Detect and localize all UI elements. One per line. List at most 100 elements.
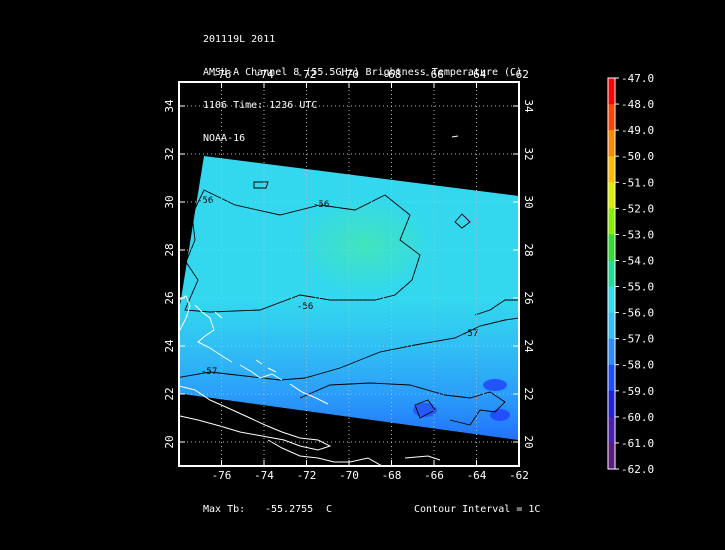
lat-tick-label-left: 34 bbox=[163, 99, 176, 113]
color-scale-border bbox=[607, 77, 616, 470]
product-title: AMSU-A Channel 8 (55.5GHz) Brightness Te… bbox=[203, 67, 523, 78]
lon-tick-label-bottom: -64 bbox=[467, 469, 487, 482]
max-tb-label: Max Tb: bbox=[203, 504, 246, 515]
max-tb-unit: C bbox=[326, 504, 333, 515]
color-scale-segment bbox=[608, 78, 615, 105]
contour-line bbox=[184, 189, 421, 313]
color-scale-segment bbox=[608, 416, 615, 444]
color-scale-segment bbox=[608, 338, 615, 366]
coastline-puerto-rico bbox=[404, 455, 441, 461]
tick-labels: -76 -76 -74 -74 -72 -72 -70 -70 -68 -68 -66 -66 -64 -… bbox=[163, 68, 535, 482]
max-tb-value: -55.2755 bbox=[265, 504, 314, 515]
lon-tick-label-bottom: -76 bbox=[212, 469, 232, 482]
lon-tick-label-bottom: -62 bbox=[509, 469, 529, 482]
coastline-florida bbox=[179, 295, 191, 331]
lat-tick-label-left: 22 bbox=[163, 387, 176, 400]
contour-line bbox=[253, 181, 269, 189]
color-scale-segment bbox=[608, 390, 615, 418]
coastline-hispaniola bbox=[267, 439, 384, 466]
lon-tick-label-bottom: -66 bbox=[424, 469, 444, 482]
contour-interval: Contour Interval = 1C bbox=[414, 504, 541, 515]
coastline-bermuda bbox=[451, 135, 459, 138]
lat-tick-label-right: 26 bbox=[522, 291, 535, 304]
lon-tick-label-bottom: -72 bbox=[297, 469, 317, 482]
lon-tick-label-top: -66 bbox=[424, 68, 444, 81]
contour-line bbox=[454, 213, 471, 229]
lon-tick-label-bottom: -74 bbox=[254, 469, 274, 482]
frame-ticks bbox=[179, 82, 520, 466]
cold-south-region bbox=[179, 300, 519, 440]
color-scale-segment bbox=[608, 156, 615, 183]
lon-tick-label-top: -76 bbox=[212, 68, 232, 81]
color-scale-label: -62.0 bbox=[621, 463, 654, 476]
warm-core-region bbox=[285, 190, 445, 300]
lat-tick-label-left: 26 bbox=[163, 291, 176, 304]
contour-line bbox=[414, 399, 436, 419]
contour-label: -56 bbox=[197, 196, 213, 206]
color-scale-segment bbox=[608, 286, 615, 314]
color-scale-label: -60.0 bbox=[621, 411, 654, 424]
lon-tick-label-bottom: -70 bbox=[339, 469, 359, 482]
color-scale-segment bbox=[608, 442, 615, 470]
coastline-bahamas bbox=[194, 304, 329, 405]
color-scale-label: -61.0 bbox=[621, 437, 654, 450]
color-scale-label: -57.0 bbox=[621, 333, 654, 346]
color-scale-label: -47.0 bbox=[621, 72, 654, 85]
lat-tick-label-right: 20 bbox=[522, 435, 535, 448]
lon-tick-label-top: -68 bbox=[382, 68, 402, 81]
lon-tick-label-top: -72 bbox=[297, 68, 317, 81]
color-scale-segment bbox=[608, 182, 615, 209]
cold-spot bbox=[413, 403, 437, 417]
color-scale-label: -58.0 bbox=[621, 359, 654, 372]
color-scale-label: -55.0 bbox=[621, 281, 654, 294]
lon-tick-label-top: -64 bbox=[467, 68, 487, 81]
contour-label: -56 bbox=[313, 200, 329, 210]
color-scale-label: -49.0 bbox=[621, 124, 654, 137]
color-scale-segment bbox=[608, 234, 615, 261]
lat-tick-label-right: 24 bbox=[522, 339, 535, 353]
color-scale-segment bbox=[608, 208, 615, 235]
cold-spot bbox=[490, 409, 510, 421]
coastline-cuba bbox=[179, 385, 332, 451]
color-scale-label: -48.0 bbox=[621, 98, 654, 111]
lat-lon-grid bbox=[179, 82, 519, 466]
color-scale-label: -56.0 bbox=[621, 307, 654, 320]
lon-tick-label-top: -62 bbox=[509, 68, 529, 81]
color-scale-label: -53.0 bbox=[621, 228, 654, 241]
color-scale-segment bbox=[608, 364, 615, 392]
coastlines bbox=[179, 135, 459, 466]
lat-tick-label-right: 32 bbox=[522, 147, 535, 160]
satellite-name: NOAA-16 bbox=[203, 133, 246, 144]
lon-tick-label-top: -70 bbox=[339, 68, 359, 81]
lat-tick-label-left: 20 bbox=[163, 435, 176, 448]
color-scale-segment bbox=[608, 260, 615, 288]
color-scale-segment bbox=[608, 130, 615, 157]
color-scale-segment bbox=[608, 312, 615, 340]
lat-tick-label-left: 28 bbox=[163, 243, 176, 256]
cold-spot bbox=[483, 379, 507, 391]
lat-tick-label-right: 30 bbox=[522, 195, 535, 208]
contour-line bbox=[299, 382, 506, 426]
color-scale-bar: -47.0 -48.0 -49.0 -50.0 -51.0 -52.0 -53.0 -54.0… bbox=[607, 72, 654, 476]
contour-label: -57 bbox=[201, 367, 217, 377]
contour-line bbox=[474, 299, 519, 316]
contour-label: -56 bbox=[297, 302, 313, 312]
color-scale-label: -54.0 bbox=[621, 254, 654, 267]
lat-tick-label-left: 32 bbox=[163, 147, 176, 160]
lat-tick-label-right: 34 bbox=[522, 99, 535, 113]
lat-tick-label-right: 28 bbox=[522, 243, 535, 256]
contour-lines bbox=[179, 181, 519, 426]
lon-tick-label-top: -74 bbox=[254, 68, 274, 81]
lat-tick-label-right: 22 bbox=[522, 387, 535, 400]
contour-line bbox=[179, 317, 519, 381]
color-scale-label: -59.0 bbox=[621, 385, 654, 398]
color-scale-label: -52.0 bbox=[621, 202, 654, 215]
color-scale-segment bbox=[608, 104, 615, 131]
lat-tick-label-left: 24 bbox=[163, 339, 176, 353]
contour-label: -57 bbox=[462, 329, 478, 339]
color-scale-label: -50.0 bbox=[621, 150, 654, 163]
lon-tick-label-bottom: -68 bbox=[382, 469, 402, 482]
storm-id: 201119L 2011 bbox=[203, 34, 276, 45]
color-scale-label: -51.0 bbox=[621, 176, 654, 189]
